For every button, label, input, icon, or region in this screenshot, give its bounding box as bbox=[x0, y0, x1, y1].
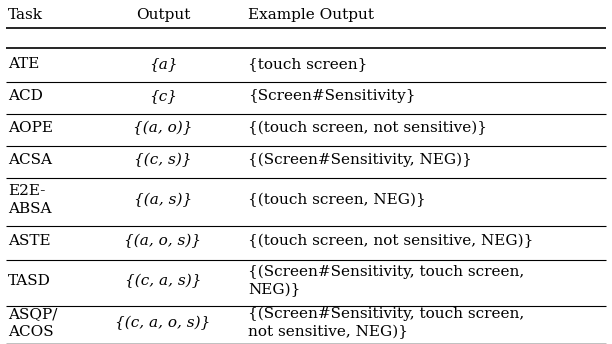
Text: NEG)}: NEG)} bbox=[248, 283, 300, 297]
Text: ABSA: ABSA bbox=[8, 202, 51, 216]
Text: {a}: {a} bbox=[149, 57, 177, 71]
Text: ASTE: ASTE bbox=[8, 234, 51, 248]
Text: {(Screen#Sensitivity, touch screen,: {(Screen#Sensitivity, touch screen, bbox=[248, 265, 524, 279]
Text: Example Output: Example Output bbox=[248, 8, 374, 22]
Text: {c}: {c} bbox=[149, 89, 177, 103]
Text: {(c, s)}: {(c, s)} bbox=[134, 153, 192, 167]
Text: {Screen#Sensitivity}: {Screen#Sensitivity} bbox=[248, 89, 416, 103]
Text: {(Screen#Sensitivity, touch screen,: {(Screen#Sensitivity, touch screen, bbox=[248, 307, 524, 321]
Text: AOPE: AOPE bbox=[8, 121, 53, 135]
Text: ASQP/: ASQP/ bbox=[8, 307, 58, 321]
Text: {(touch screen, not sensitive, NEG)}: {(touch screen, not sensitive, NEG)} bbox=[248, 234, 534, 248]
Text: Output: Output bbox=[136, 8, 190, 22]
Text: E2E-: E2E- bbox=[8, 184, 45, 198]
Text: ATE: ATE bbox=[8, 57, 39, 71]
Text: not sensitive, NEG)}: not sensitive, NEG)} bbox=[248, 325, 408, 339]
Text: {(c, a, s)}: {(c, a, s)} bbox=[125, 274, 201, 288]
Text: {(touch screen, not sensitive)}: {(touch screen, not sensitive)} bbox=[248, 121, 487, 135]
Text: {(c, a, o, s)}: {(c, a, o, s)} bbox=[115, 316, 211, 330]
Text: {(touch screen, NEG)}: {(touch screen, NEG)} bbox=[248, 193, 426, 207]
Text: {(Screen#Sensitivity, NEG)}: {(Screen#Sensitivity, NEG)} bbox=[248, 153, 472, 168]
Text: {touch screen}: {touch screen} bbox=[248, 57, 367, 71]
Text: Task: Task bbox=[8, 8, 43, 22]
Text: {(a, o)}: {(a, o)} bbox=[133, 121, 193, 135]
Text: {(a, o, s)}: {(a, o, s)} bbox=[124, 234, 201, 248]
Text: ACSA: ACSA bbox=[8, 153, 52, 167]
Text: TASD: TASD bbox=[8, 274, 51, 288]
Text: ACD: ACD bbox=[8, 89, 43, 103]
Text: {(a, s)}: {(a, s)} bbox=[134, 193, 192, 207]
Text: ACOS: ACOS bbox=[8, 325, 54, 339]
